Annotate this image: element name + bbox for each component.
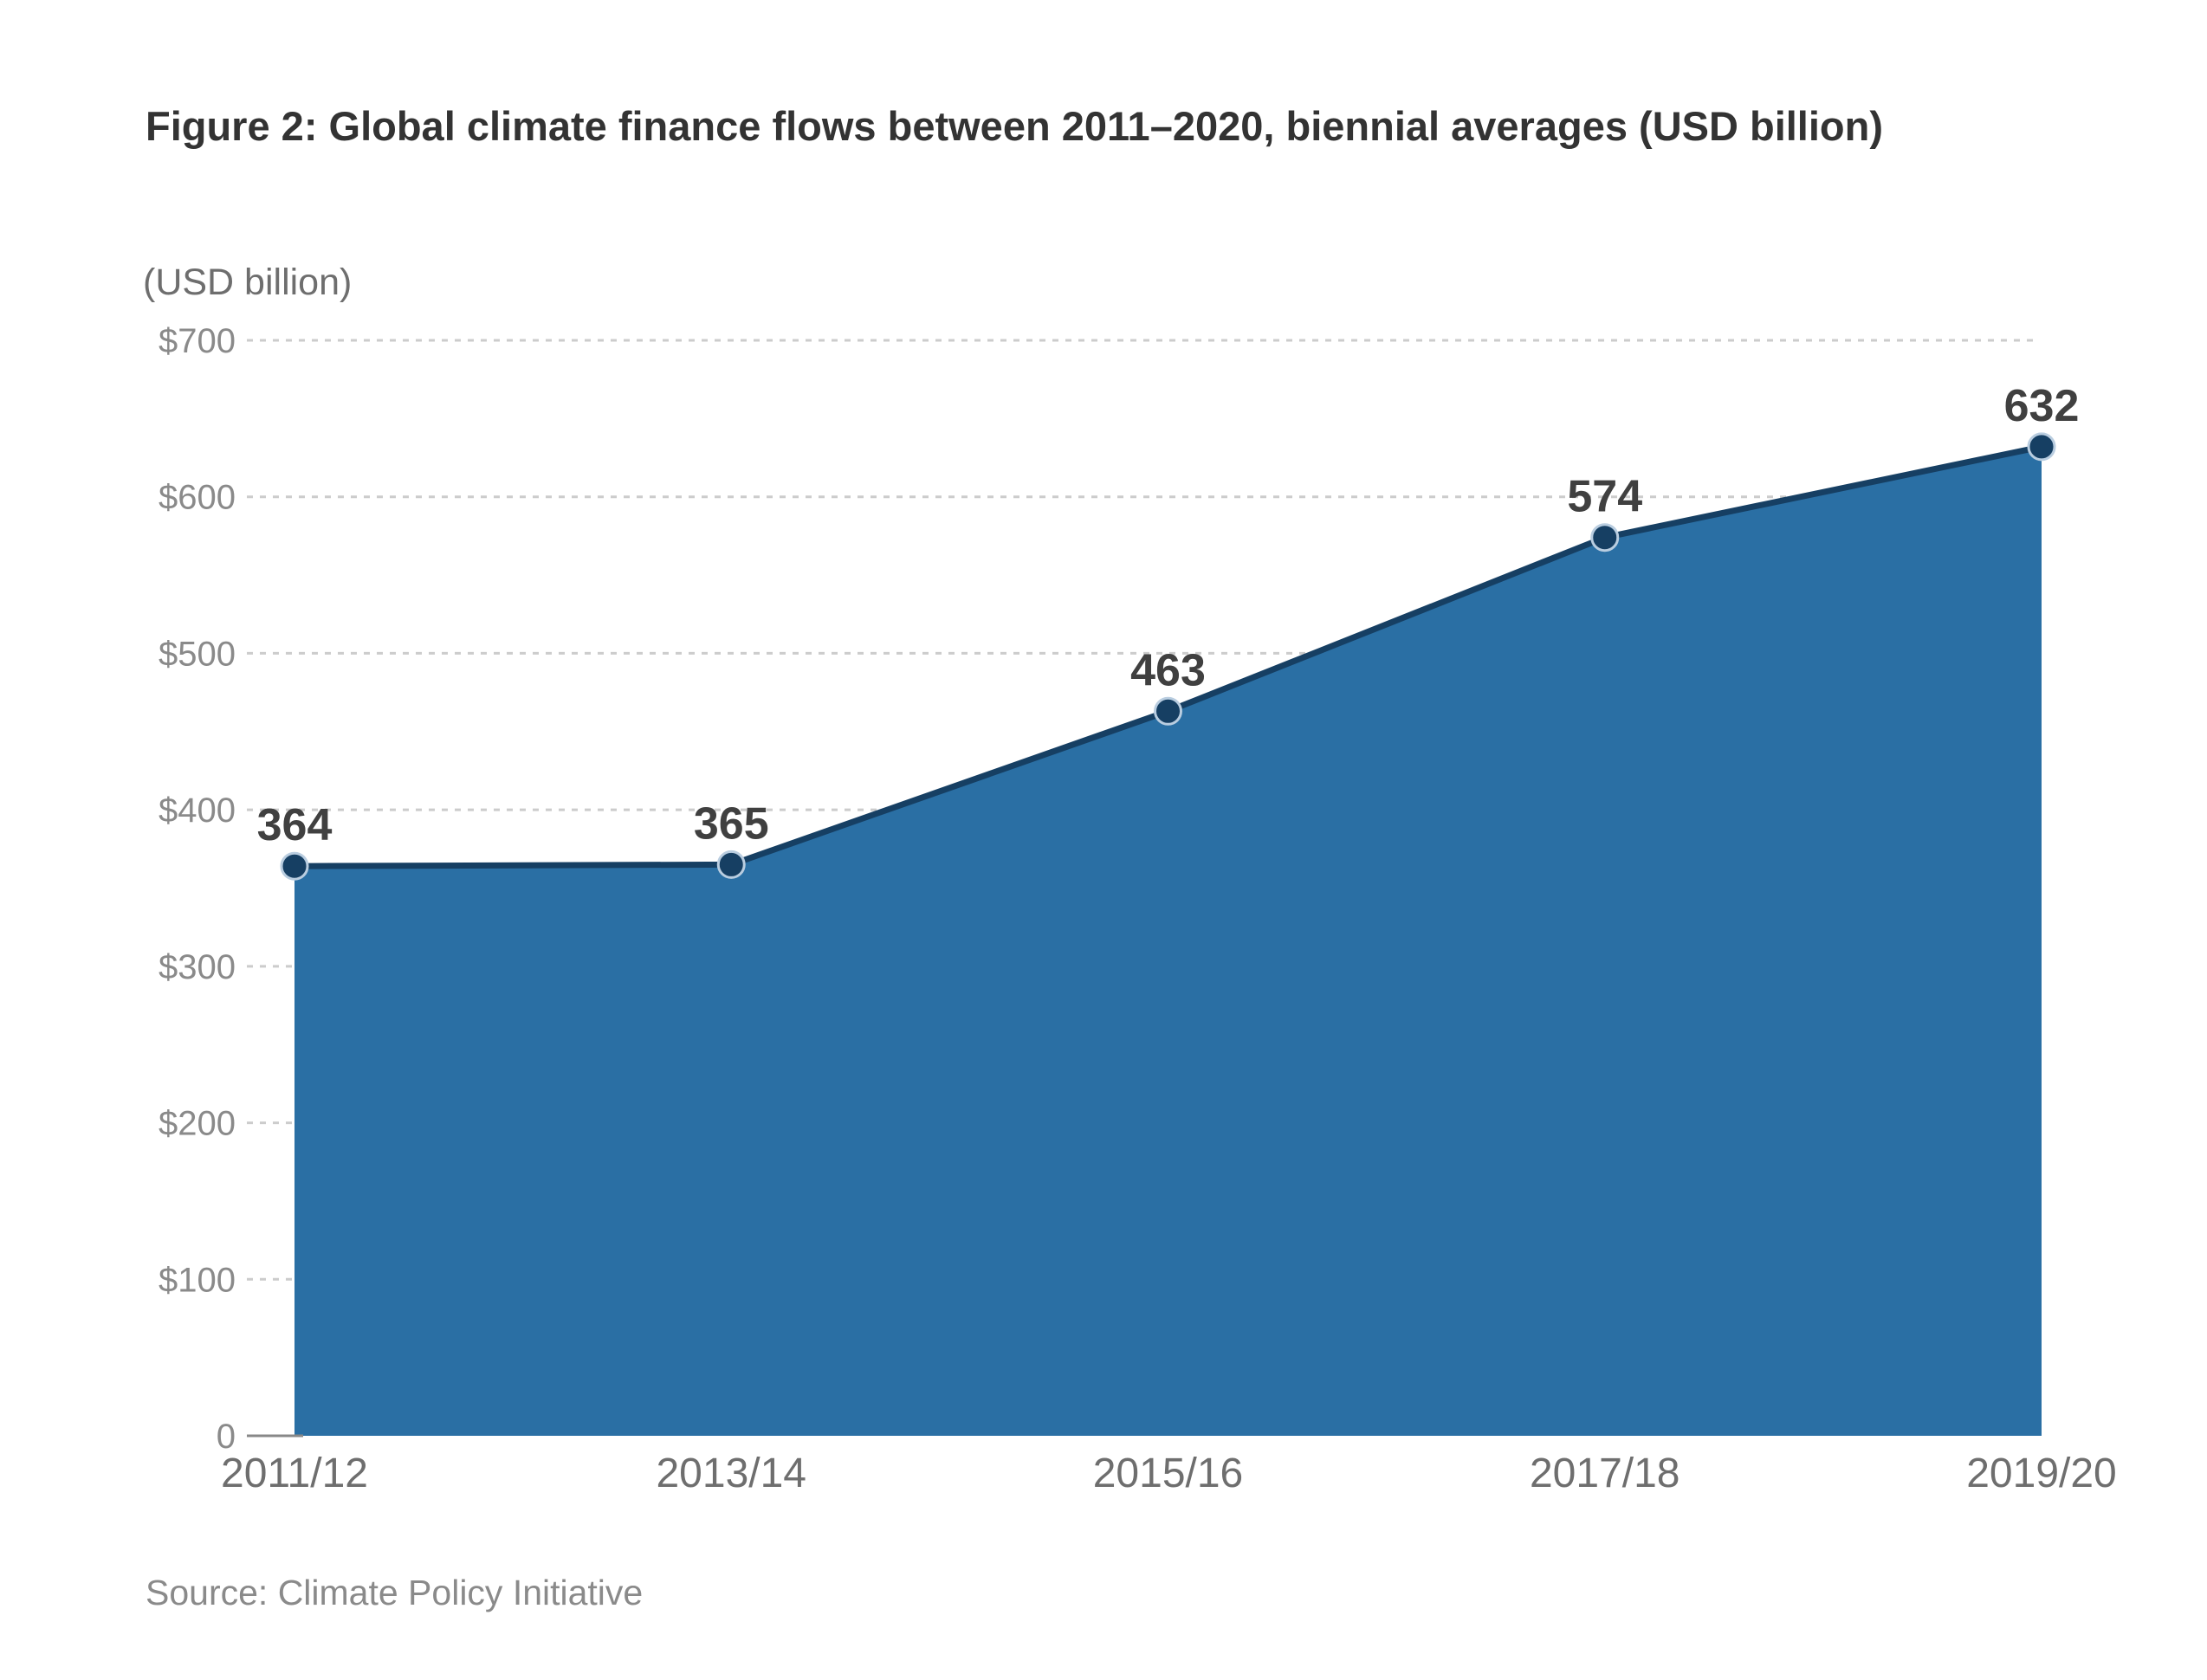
y-tick-label: 0 <box>217 1418 236 1456</box>
data-point-marker <box>1154 696 1182 726</box>
data-label: 463 <box>1130 645 1206 695</box>
x-tick-label: 2019/20 <box>1966 1451 2117 1496</box>
axes: (USD billion) 0 $100 $200 $300 $400 $500 $600 $7… <box>143 262 2117 1496</box>
data-label: 632 <box>2004 381 2080 431</box>
x-tick-label: 2017/18 <box>1530 1451 1680 1496</box>
y-tick-label: $300 <box>159 948 236 986</box>
y-tick-label: $600 <box>159 479 236 517</box>
data-label: 365 <box>694 798 769 849</box>
x-tick-label: 2013/14 <box>656 1451 806 1496</box>
data-point-marker <box>716 850 746 879</box>
data-point-marker <box>280 851 309 881</box>
data-label: 364 <box>257 800 333 850</box>
y-tick-label: $200 <box>159 1105 236 1143</box>
source-note: Source: Climate Policy Initiative <box>146 1573 644 1612</box>
chart-title: Figure 2: Global climate finance flows b… <box>146 103 1883 149</box>
x-tick-label: 2015/16 <box>1093 1451 1244 1496</box>
y-tick-label: $400 <box>159 792 236 830</box>
y-tick-label: $700 <box>159 322 236 360</box>
data-labels: 364 365 463 574 632 <box>257 381 2080 850</box>
markers <box>280 432 2056 881</box>
y-axis-label: (USD billion) <box>143 262 352 303</box>
data-label: 574 <box>1567 472 1642 522</box>
area-fill <box>294 446 2042 1436</box>
area-layer <box>294 443 2042 1436</box>
x-tick-label: 2011/12 <box>221 1451 368 1496</box>
y-tick-label: $500 <box>159 635 236 673</box>
data-point-marker <box>2027 432 2056 462</box>
data-point-marker <box>1590 523 1620 552</box>
y-tick-label: $100 <box>159 1261 236 1299</box>
